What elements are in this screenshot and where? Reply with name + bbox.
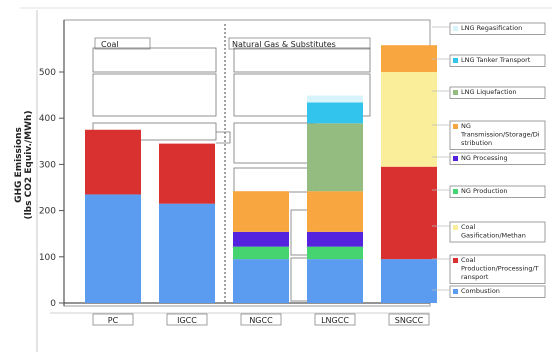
legend-label-lng-tanker-transport: LNG Tanker Transport: [461, 56, 531, 64]
bar-lngcc-ng-production: [307, 246, 363, 260]
legend-label-coal-production-processing-transport: Coal Production/Processing/T ransport: [461, 256, 539, 281]
legend-label-lng-regasification: LNG Regasification: [461, 24, 522, 32]
x-tick-label-igcc: IGCC: [177, 316, 197, 325]
legend-box-combustion: [449, 285, 546, 298]
y-tick-label: 500: [39, 68, 56, 78]
x-label-box: [92, 313, 134, 326]
bar-pc-combustion: [85, 194, 141, 303]
x-label-box: [388, 313, 430, 326]
legend-label-ng-production: NG Production: [461, 187, 508, 195]
legend-box-ng-production: [449, 185, 546, 198]
legend-swatch-lng-regasification: [453, 26, 458, 31]
bar-ngcc-ng-production: [233, 246, 289, 260]
x-tick-label-pc: PC: [108, 316, 119, 325]
x-tick-label-lngcc: LNGCC: [321, 316, 349, 325]
legend-swatch-ng-processing: [453, 156, 458, 161]
x-tick-label-sngcc: SNGCC: [395, 316, 424, 325]
x-label-box: [240, 313, 282, 326]
bar-ngcc-combustion: [233, 259, 289, 303]
x-tick-label-ngcc: NGCC: [249, 316, 273, 325]
bar-sngcc-coal-gasification-methanation: [381, 72, 437, 167]
group-label-box-gas: [228, 37, 371, 50]
legend-swatch-ng-transmission-storage-distribution: [453, 124, 458, 129]
y-ticks: 0 100 200 300 400 500: [39, 68, 64, 309]
group-label-box-coal: [94, 37, 151, 50]
bar-ngcc-ng-processing: [233, 231, 289, 247]
legend-label-combustion: Combustion: [461, 287, 500, 295]
bar-lngcc-lng-liquefaction: [307, 123, 363, 192]
legend-label-lng-liquefaction: LNG Liquefaction: [461, 88, 517, 96]
legend-label-coal-gasification-methanation: Coal Gasification/Methan: [461, 223, 526, 240]
x-label-box: [166, 313, 208, 326]
bar-sngcc-ng-transmission-storage-distribution: [381, 45, 437, 72]
legend-box-ng-transmission-storage-distribution: [449, 120, 546, 150]
bar-lngcc-ng-transmission-storage-distribution: [307, 191, 363, 232]
x-tick-labels: PC IGCC NGCC LNGCC SNGCC: [92, 313, 430, 326]
legend-box-ng-processing: [449, 152, 546, 165]
legend-swatch-combustion: [453, 289, 458, 294]
x-label-box: [314, 313, 356, 326]
bar-igcc-coal-production-processing-transport: [159, 143, 215, 204]
y-tick-label: 200: [39, 207, 56, 217]
legend-swatch-lng-tanker-transport: [453, 58, 458, 63]
bar-lngcc-lng-tanker-transport: [307, 102, 363, 124]
legend-box-coal-gasification-methanation: [449, 221, 546, 243]
bar-lngcc-combustion: [307, 259, 363, 303]
legend: LNG Regasification LNG Tanker Transport LN…: [432, 22, 546, 298]
y-tick-label: 100: [39, 253, 56, 263]
y-axis-title-line1: GHG Emissions: [14, 127, 24, 203]
legend-swatch-lng-liquefaction: [453, 90, 458, 95]
legend-box-lng-regasification: [449, 22, 546, 35]
y-tick-label: 400: [39, 114, 56, 124]
legend-label-ng-transmission-storage-distribution: NG Transmission/Storage/Di stribution: [460, 122, 540, 147]
bar-ngcc-ng-transmission-storage-distribution: [233, 191, 289, 232]
legend-box-coal-production-processing-transport: [449, 254, 546, 284]
y-tick-label: 0: [50, 299, 56, 309]
bar-lngcc-ng-processing: [307, 231, 363, 247]
legend-swatch-coal-gasification-methanation: [453, 225, 458, 230]
bar-sngcc-combustion: [381, 259, 437, 303]
legend-box-lng-liquefaction: [449, 86, 546, 99]
bar-sngcc-coal-production-processing-transport: [381, 166, 437, 260]
y-axis-title-line2: (lbs CO2 Equiv./MWh): [24, 110, 34, 219]
group-label-gas: Natural Gas & Substitutes: [232, 40, 336, 49]
bar-lngcc-lng-regasification: [307, 95, 363, 103]
bars: [85, 45, 437, 303]
legend-swatch-coal-production-processing-transport: [453, 258, 458, 263]
group-label-coal: Coal: [101, 40, 119, 49]
y-tick-label: 300: [39, 160, 56, 170]
legend-box-lng-tanker-transport: [449, 54, 546, 67]
bar-igcc-combustion: [159, 203, 215, 303]
legend-swatch-ng-production: [453, 189, 458, 194]
bar-pc-coal-production-processing-transport: [85, 129, 141, 195]
legend-label-ng-processing: NG Processing: [461, 154, 508, 162]
